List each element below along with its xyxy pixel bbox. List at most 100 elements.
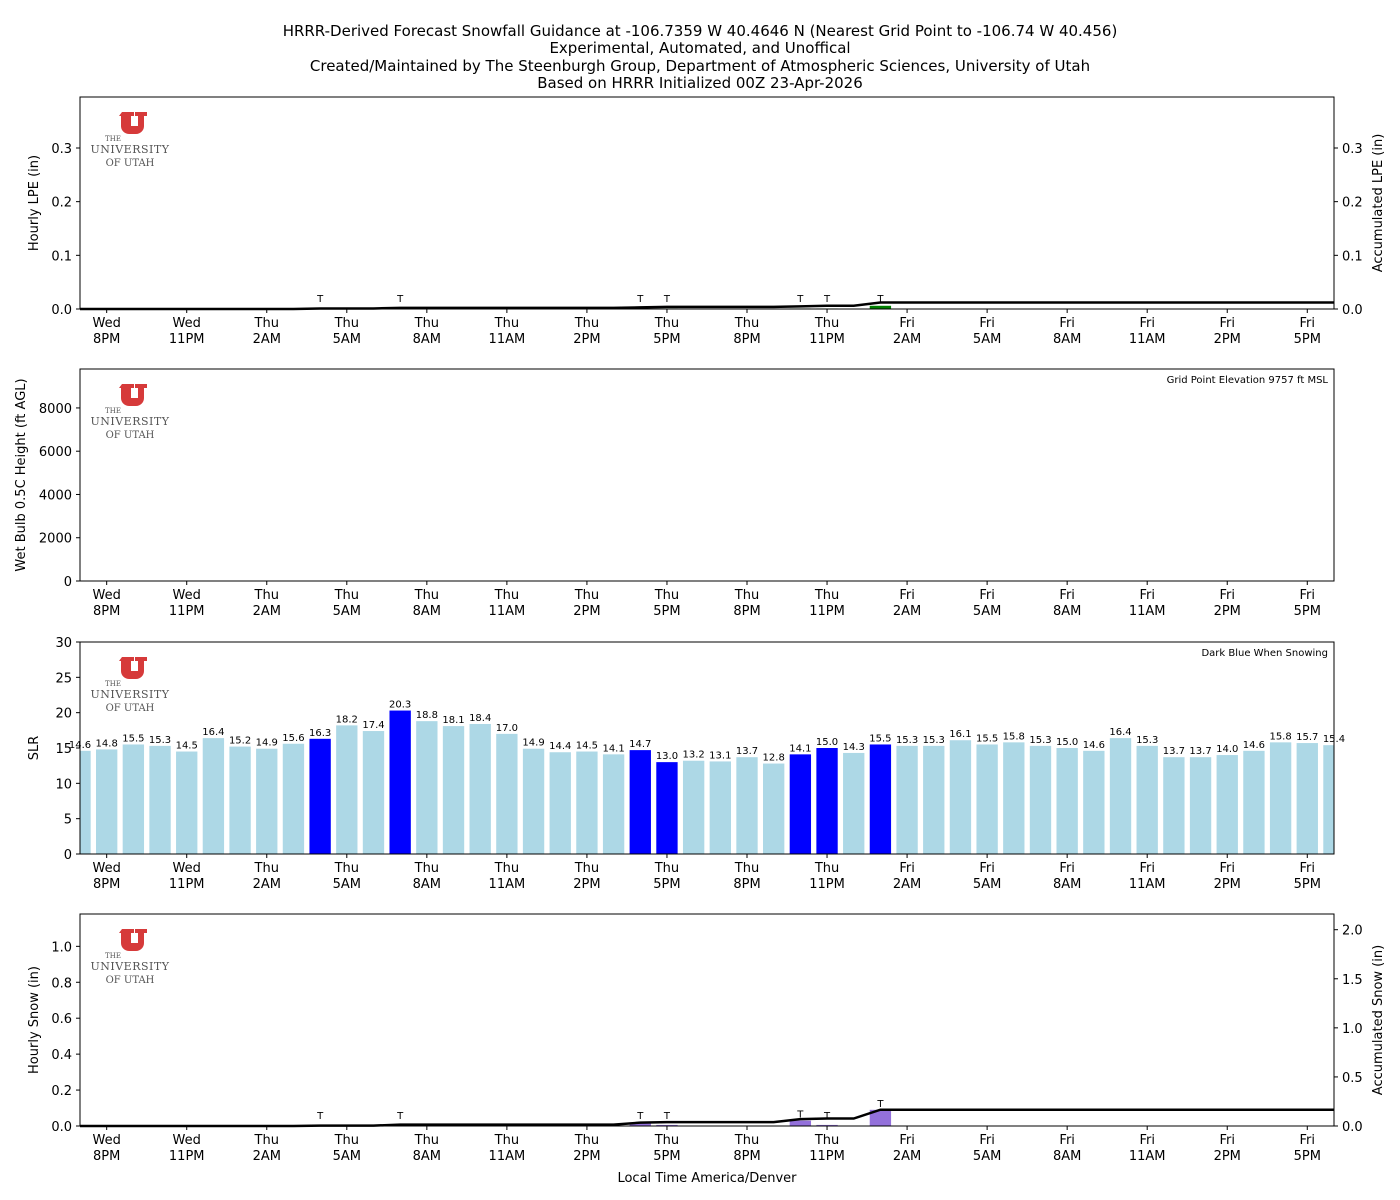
- x-tick-label-time: 5PM: [653, 332, 680, 347]
- x-tick-label-time: 2PM: [1214, 877, 1241, 892]
- slr-bar-label: 14.1: [602, 743, 624, 754]
- trace-marker: T: [316, 1111, 324, 1122]
- x-tick-label-day: Wed: [173, 1133, 201, 1148]
- x-tick-label-day: Fri: [1219, 1133, 1235, 1148]
- slr-bar: [442, 726, 465, 854]
- x-tick-label-time: 11AM: [1129, 604, 1166, 619]
- logo-text-the: THE: [105, 407, 121, 415]
- slr-bar: [389, 710, 411, 854]
- x-tick-label-day: Thu: [414, 588, 439, 603]
- snow-hourly-bar: [816, 1124, 838, 1126]
- slr-bar: [656, 762, 678, 854]
- trace-marker: T: [876, 1099, 884, 1110]
- right-y-tick-label: 0.2: [1342, 196, 1363, 211]
- slr-bar: [1296, 743, 1318, 854]
- x-tick-label-time: 8PM: [93, 332, 120, 347]
- snow-plot-frame: [79, 913, 1335, 1127]
- x-tick-label-time: 11PM: [809, 332, 845, 347]
- x-tick-label-time: 2PM: [1214, 604, 1241, 619]
- right-y-tick-label: 1.0: [1342, 1022, 1363, 1037]
- slr-bar-label: 14.8: [96, 738, 118, 749]
- slr-bar: [282, 743, 305, 854]
- slr-bar-label: 13.0: [656, 751, 678, 762]
- slr-bar-label: 16.4: [202, 727, 224, 738]
- slr-bar: [1083, 750, 1105, 854]
- wetbulb-y-axis-label: Wet Bulb 0.5C Height (ft AGL): [14, 378, 29, 571]
- slr-bar: [362, 731, 385, 854]
- x-tick-label-day: Fri: [1300, 588, 1316, 603]
- x-tick-label-time: 2AM: [253, 1149, 281, 1164]
- y-tick-label: 10: [55, 777, 72, 792]
- x-tick-label-day: Thu: [494, 1133, 519, 1148]
- x-tick-label-day: Fri: [1139, 316, 1155, 331]
- y-tick-label: 0.0: [51, 1120, 72, 1135]
- x-tick-label-day: Thu: [814, 316, 839, 331]
- logo-text-of-utah: OF UTAH: [106, 158, 155, 169]
- slr-bar: [256, 748, 278, 854]
- y-tick-label: 0.4: [51, 1048, 72, 1063]
- slr-bar-label: 18.8: [416, 710, 438, 721]
- slr-bar-label: 14.7: [629, 739, 651, 750]
- x-tick-label-time: 2PM: [573, 877, 600, 892]
- slr-bar: [336, 725, 358, 854]
- x-tick-label-time: 2PM: [1214, 332, 1241, 347]
- slr-bar: [923, 745, 945, 854]
- slr-bar-label: 15.5: [122, 733, 144, 744]
- x-tick-label-day: Fri: [1059, 316, 1075, 331]
- y-tick-label: 0.6: [51, 1012, 72, 1027]
- slr-bar-label: 15.0: [1056, 737, 1078, 748]
- wetbulb-plot-frame: [79, 368, 1335, 582]
- x-tick-label-time: 11PM: [169, 1149, 205, 1164]
- logo-text-university: UNIVERSITY: [91, 143, 170, 156]
- slr-bar-label: 13.2: [683, 750, 705, 761]
- snow-right-y-axis-label: Accumulated Snow (in): [1371, 945, 1386, 1095]
- slr-bar-label: 18.1: [442, 715, 464, 726]
- slr-bar: [176, 751, 198, 854]
- x-tick-label-time: 2AM: [893, 332, 921, 347]
- slr-bar: [469, 723, 491, 854]
- slr-bar-label: 15.7: [1296, 732, 1318, 743]
- slr-bar: [96, 749, 118, 854]
- x-tick-label-day: Thu: [334, 1133, 359, 1148]
- logo-u-mark: [119, 929, 147, 951]
- x-tick-label-day: Thu: [574, 316, 599, 331]
- y-tick-label: 20: [55, 707, 72, 722]
- y-tick-label: 0.8: [51, 976, 72, 991]
- right-y-tick-label: 1.5: [1342, 973, 1363, 988]
- x-tick-label-time: 2AM: [893, 877, 921, 892]
- x-tick-label-day: Wed: [173, 861, 201, 876]
- slr-bar-label: 14.3: [843, 742, 865, 753]
- slr-bar: [1136, 745, 1158, 854]
- slr-bar: [1003, 742, 1025, 854]
- x-tick-label-day: Wed: [173, 588, 201, 603]
- x-tick-label-day: Thu: [814, 1133, 839, 1148]
- slr-bar: [763, 763, 785, 854]
- x-tick-label-day: Thu: [654, 316, 679, 331]
- x-tick-label-time: 5AM: [973, 1149, 1001, 1164]
- x-tick-label-time: 11AM: [489, 1149, 526, 1164]
- title-line-3: Created/Maintained by The Steenburgh Gro…: [310, 57, 1090, 75]
- slr-bar-label: 15.3: [923, 735, 945, 746]
- x-tick-label-time: 5PM: [1294, 1149, 1321, 1164]
- x-tick-label-day: Fri: [1139, 1133, 1155, 1148]
- slr-bar-label: 12.8: [763, 753, 785, 764]
- right-y-tick-label: 2.0: [1342, 924, 1363, 939]
- x-tick-label-time: 2AM: [253, 877, 281, 892]
- right-y-tick-label: 0.3: [1342, 142, 1363, 157]
- slr-bar-label: 13.7: [1189, 746, 1211, 757]
- slr-bar: [416, 721, 438, 854]
- trace-marker: T: [396, 294, 404, 305]
- slr-bar: [789, 754, 812, 854]
- x-tick-label-day: Thu: [414, 1133, 439, 1148]
- slr-bar-label: 14.9: [256, 738, 278, 749]
- x-tick-label-day: Thu: [254, 1133, 279, 1148]
- x-tick-label-time: 8AM: [1053, 877, 1081, 892]
- x-tick-label-day: Fri: [1300, 861, 1316, 876]
- trace-marker: T: [636, 294, 644, 305]
- x-tick-label-day: Fri: [1059, 588, 1075, 603]
- x-tick-label-day: Fri: [979, 1133, 995, 1148]
